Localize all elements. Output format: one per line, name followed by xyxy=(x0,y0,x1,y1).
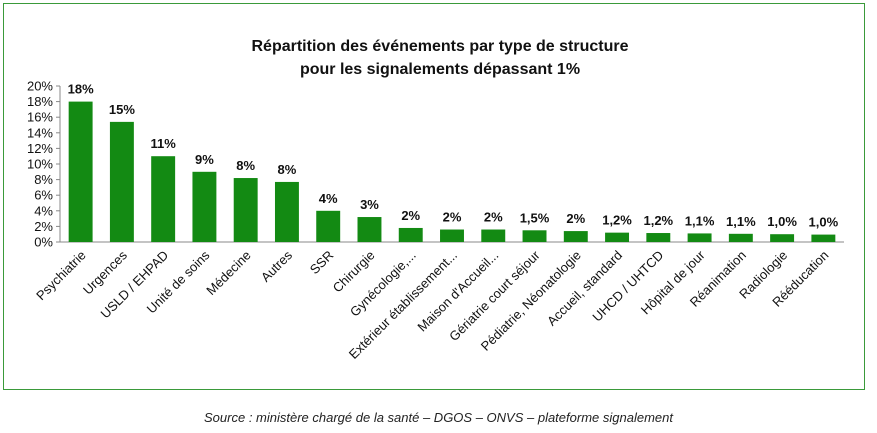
y-tick-label: 6% xyxy=(34,188,53,203)
data-label: 2% xyxy=(401,208,420,223)
bar-chart: Répartition des événements par type de s… xyxy=(27,38,844,362)
data-label: 1,5% xyxy=(520,210,550,225)
bar xyxy=(192,171,217,242)
data-label: 1,2% xyxy=(602,213,632,228)
data-label: 2% xyxy=(566,211,585,226)
bar xyxy=(233,178,258,242)
data-label: 2% xyxy=(443,210,462,225)
bar xyxy=(481,229,506,242)
category-label: UHCD / UHTCD xyxy=(589,248,666,325)
bar xyxy=(151,156,176,242)
bar xyxy=(770,234,795,242)
y-tick-label: 10% xyxy=(27,157,53,172)
bar xyxy=(440,229,464,242)
data-label: 9% xyxy=(195,152,214,167)
data-label: 1,0% xyxy=(809,215,839,230)
y-tick-label: 0% xyxy=(34,235,53,250)
y-tick-label: 14% xyxy=(27,125,53,140)
data-label: 3% xyxy=(360,197,379,212)
category-label: Autres xyxy=(258,247,296,285)
bar xyxy=(398,227,423,242)
data-label: 1,2% xyxy=(643,213,673,228)
bar xyxy=(563,231,588,242)
y-tick-label: 4% xyxy=(34,203,53,218)
chart-title-line: pour les signalements dépassant 1% xyxy=(300,61,580,78)
bar xyxy=(274,181,299,242)
data-label: 11% xyxy=(151,136,177,151)
bar xyxy=(109,121,134,242)
bar xyxy=(522,230,547,242)
y-tick-label: 18% xyxy=(27,94,53,109)
y-tick-label: 20% xyxy=(27,79,53,94)
chart-frame: Répartition des événements par type de s… xyxy=(3,3,865,390)
data-label: 1,1% xyxy=(726,214,756,229)
y-tick-label: 2% xyxy=(34,219,53,234)
bar xyxy=(605,232,630,242)
y-tick-label: 8% xyxy=(34,172,53,187)
data-label: 1,1% xyxy=(685,213,715,228)
bar xyxy=(811,234,836,242)
data-label: 1,0% xyxy=(767,214,797,229)
data-label: 18% xyxy=(68,82,94,97)
bar xyxy=(646,233,671,242)
chart-title-line: Répartition des événements par type de s… xyxy=(252,38,629,55)
category-label: Médecine xyxy=(203,248,253,298)
source-note: Source : ministère chargé de la santé – … xyxy=(204,410,673,425)
bar xyxy=(687,233,712,242)
data-label: 8% xyxy=(278,162,297,177)
data-label: 2% xyxy=(484,210,503,225)
category-label: Psychiatrie xyxy=(33,248,89,304)
bar xyxy=(68,101,93,242)
y-tick-label: 12% xyxy=(27,141,53,156)
y-tick-label: 16% xyxy=(27,110,53,125)
data-label: 15% xyxy=(109,102,135,117)
data-label: 4% xyxy=(319,191,338,206)
bar xyxy=(728,233,753,242)
category-label: Accueil, standard xyxy=(544,248,625,329)
bar xyxy=(357,217,382,242)
category-label: SSR xyxy=(307,248,337,278)
data-label: 8% xyxy=(236,158,255,173)
bar xyxy=(316,210,341,242)
